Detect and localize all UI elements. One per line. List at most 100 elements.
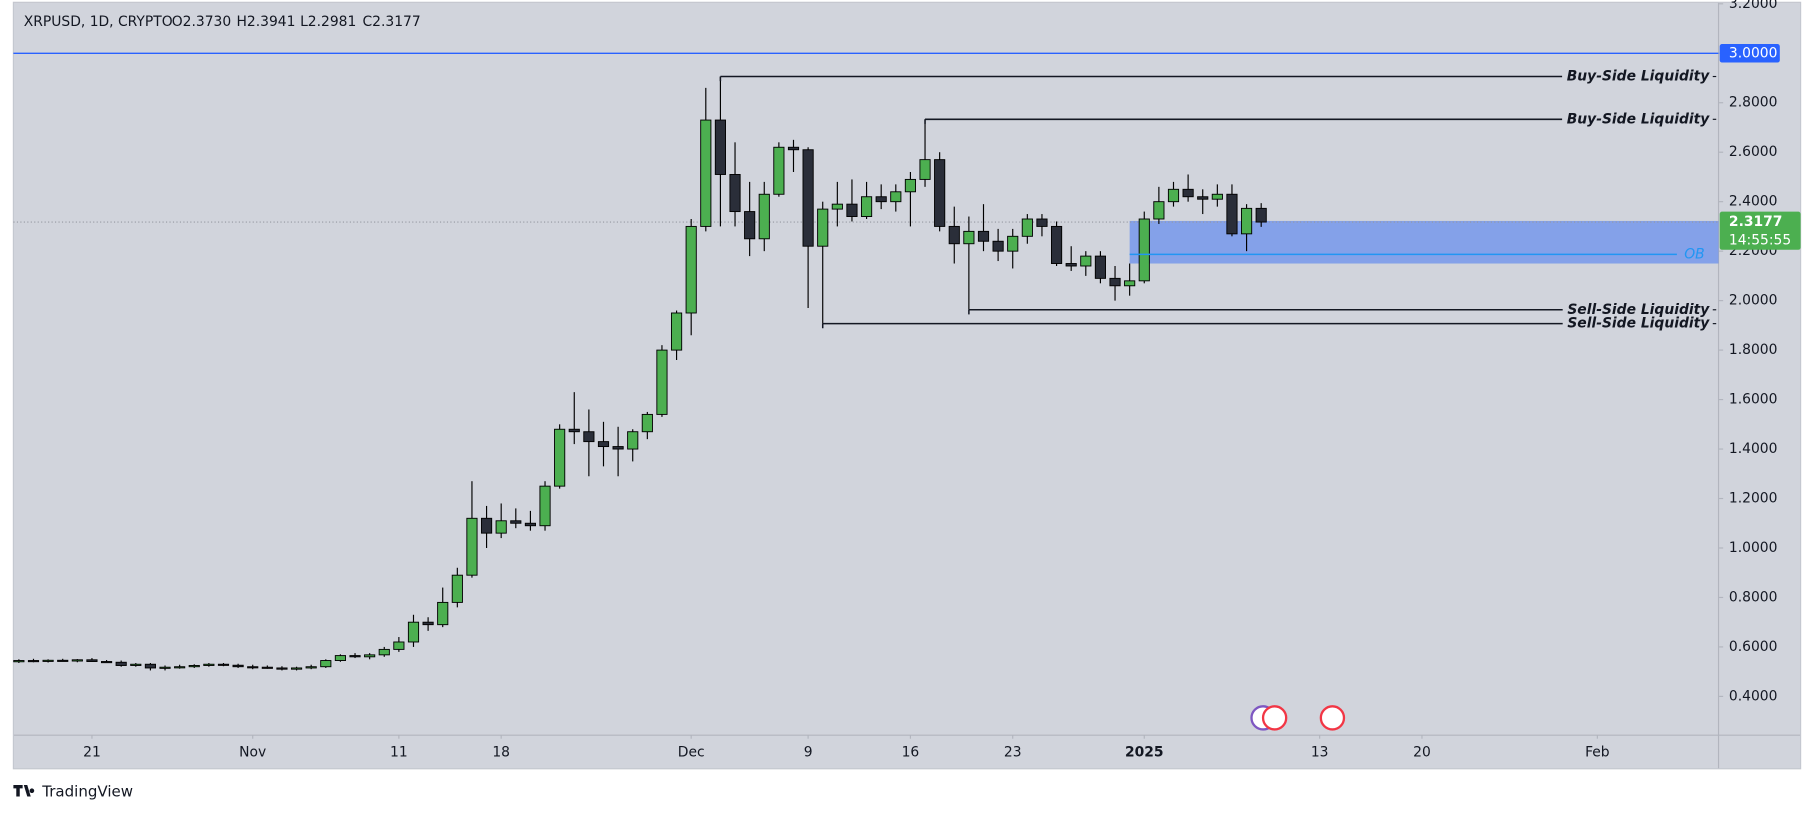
price-axis xyxy=(1718,2,1801,736)
candle-body xyxy=(232,664,244,668)
candle-body xyxy=(1211,193,1223,200)
x-tick-label: 23 xyxy=(1004,745,1022,761)
y-tick-label: 3.2000 xyxy=(1729,0,1778,12)
x-tick-label: 21 xyxy=(83,745,101,761)
candle-body xyxy=(1109,277,1121,287)
candle-body xyxy=(729,174,741,213)
candle-body xyxy=(378,648,390,656)
candle-body xyxy=(261,666,273,669)
candle-body xyxy=(875,196,887,203)
candle-body xyxy=(320,660,332,668)
candle-body xyxy=(247,666,259,669)
candle-body xyxy=(1007,235,1019,252)
candle-body xyxy=(817,208,829,247)
candle-body xyxy=(539,485,551,527)
candle-body xyxy=(860,196,873,217)
x-tick-label: Feb xyxy=(1585,745,1610,761)
candle-body xyxy=(174,666,186,669)
candle-body xyxy=(685,225,697,314)
event-icons xyxy=(1250,705,1346,731)
candle-body xyxy=(393,641,405,650)
candle-body xyxy=(524,522,536,527)
candle-body xyxy=(1240,207,1253,235)
logo-mark xyxy=(13,784,35,797)
order-block-label: OB xyxy=(1684,246,1704,262)
logo: TradingView xyxy=(13,782,133,800)
x-tick-label: 18 xyxy=(492,745,510,761)
candle-body xyxy=(670,312,683,351)
candle-body xyxy=(159,666,171,669)
candle-body xyxy=(641,413,653,433)
ohlc-legend: C2.3177 xyxy=(363,14,421,30)
countdown-label: 14:55:55 xyxy=(1729,233,1791,249)
ohlc-legend: L2.2981 xyxy=(300,14,356,30)
order-block-zone xyxy=(1129,220,1719,264)
annotation-label: Sell-Side Liquidity xyxy=(1567,316,1710,332)
y-tick-label: 1.8000 xyxy=(1729,342,1778,358)
candle-body xyxy=(1080,255,1092,267)
candle-body xyxy=(144,663,156,669)
candle-body xyxy=(407,621,420,643)
candle-body xyxy=(495,520,507,534)
x-tick-label: Dec xyxy=(678,745,705,761)
candle-body xyxy=(831,203,843,210)
candle-body xyxy=(773,146,785,195)
candle-body xyxy=(130,663,142,666)
candle-body xyxy=(57,659,69,662)
candle-body xyxy=(364,654,376,658)
candle-body xyxy=(714,119,726,175)
candle-body xyxy=(422,621,434,626)
candle-body xyxy=(1021,218,1033,237)
candle-body xyxy=(963,230,975,245)
candle-body xyxy=(466,517,478,576)
candle-body xyxy=(1226,193,1238,235)
y-tick-label: 2.6000 xyxy=(1729,144,1778,160)
candle-body xyxy=(612,446,624,450)
candle-body xyxy=(188,665,200,668)
candle-body xyxy=(42,659,54,662)
candle-body xyxy=(1050,225,1063,264)
price-badge xyxy=(1719,44,1780,63)
candle-body xyxy=(1255,207,1267,223)
candle-body xyxy=(276,667,288,670)
candle-body xyxy=(115,661,127,666)
candle-body xyxy=(1182,188,1194,198)
x-tick-label: 2025 xyxy=(1125,745,1164,761)
x-tick-label: 20 xyxy=(1413,745,1431,761)
candle-body xyxy=(846,203,858,217)
x-tick-label: Nov xyxy=(239,745,266,761)
candle-body xyxy=(568,428,580,433)
last-price-label: 2.3177 xyxy=(1729,214,1782,230)
candle-body xyxy=(758,193,770,240)
event-icon xyxy=(1261,705,1288,731)
chart-frame xyxy=(12,1,1802,770)
y-tick-label: 0.6000 xyxy=(1729,639,1778,655)
candle-body xyxy=(656,349,668,415)
candle-body xyxy=(1197,196,1209,200)
candle-body xyxy=(554,428,566,487)
x-tick-label: 9 xyxy=(804,745,813,761)
price-badge-label: 3.0000 xyxy=(1729,45,1778,61)
y-tick-label: 0.8000 xyxy=(1729,589,1778,605)
candle-body xyxy=(1138,218,1150,282)
x-tick-label: 16 xyxy=(902,745,920,761)
candle-body xyxy=(583,431,595,443)
y-tick-label: 2.8000 xyxy=(1729,95,1778,111)
candle-body xyxy=(890,191,902,203)
candle-body xyxy=(934,159,946,227)
ohlc-legend: O2.3730 xyxy=(172,14,231,30)
x-tick-label: 11 xyxy=(390,745,408,761)
annotation-label: Buy-Side Liquidity xyxy=(1567,69,1711,85)
y-tick-label: 1.4000 xyxy=(1729,441,1778,457)
candle-body xyxy=(13,660,25,663)
candle-body xyxy=(451,574,463,603)
x-tick-label: 13 xyxy=(1311,745,1329,761)
y-tick-label: 2.0000 xyxy=(1729,293,1778,309)
candle-body xyxy=(100,661,113,664)
last-price-badge xyxy=(1719,211,1801,250)
annotation-label: Buy-Side Liquidity xyxy=(1567,111,1711,127)
annotation-label: Sell-Side Liquidity xyxy=(1567,302,1710,318)
candle-body xyxy=(744,211,756,240)
candle-body xyxy=(802,149,814,247)
